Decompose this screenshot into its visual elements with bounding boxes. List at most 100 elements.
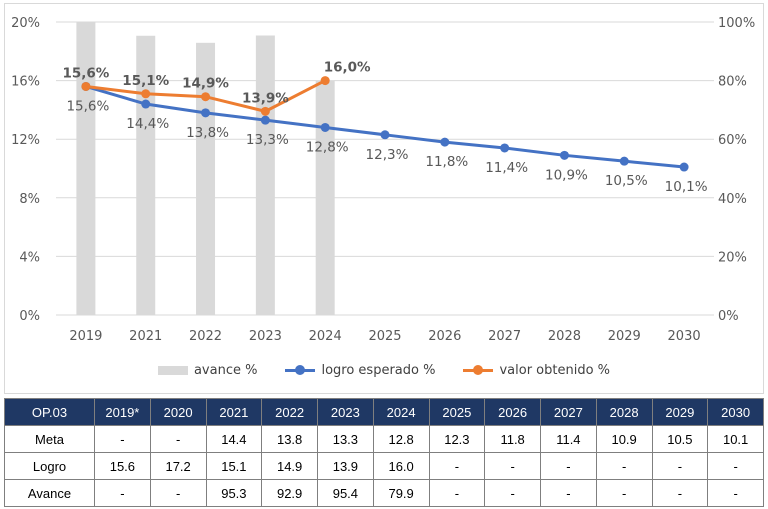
point-valor-obtenido <box>260 106 270 116</box>
table-cell: 14.4 <box>205 425 263 453</box>
table-cell: 14.9 <box>261 452 318 480</box>
point-logro-esperado <box>679 162 689 172</box>
combo-chart: 0% 4% 8% 12% 16% 20% 0% 20% 40% 60% 80% 100% 2019 202… <box>11 16 755 344</box>
table-cell: 15.6 <box>94 452 151 480</box>
table-cell: 17.2 <box>149 452 207 480</box>
bar-avance <box>315 80 335 315</box>
data-table: OP.03 2019* 2020 2021 2022 2023 2024 2025 2026 20… <box>4 398 764 507</box>
data-label-logro-esperado: 15,6% <box>66 98 109 114</box>
point-logro-esperado <box>320 122 330 132</box>
data-label-logro-esperado: 14,4% <box>126 116 169 132</box>
table-cell: - <box>94 425 151 453</box>
data-label-logro-esperado: 10,1% <box>665 179 708 195</box>
y-left-tick-label: 12% <box>11 133 40 148</box>
point-valor-obtenido <box>201 92 211 102</box>
data-label-logro-esperado: 10,9% <box>545 167 588 183</box>
point-logro-esperado <box>500 143 510 153</box>
y-right-tick-label: 60% <box>718 133 747 148</box>
legend-swatch-bar <box>157 365 188 375</box>
y-right-tick-label: 0% <box>718 309 739 324</box>
table-header-cell: 2025 <box>428 398 486 426</box>
table-header-cell: 2028 <box>595 398 653 426</box>
table-row: Meta - -14.4 13.8 13.3 12.8 12.3 11.8 11.4 10.9 10… <box>4 425 764 453</box>
data-label-logro-esperado: 13,8% <box>186 125 229 141</box>
table-header-cell: 2026 <box>484 398 541 426</box>
y-left-tick-label: 0% <box>19 309 40 324</box>
table-header-cell: 2023 <box>317 398 374 426</box>
data-label-logro-esperado: 11,4% <box>485 160 528 176</box>
table-header-cell: 2020 <box>149 398 207 426</box>
x-tick-label: 2026 <box>428 329 461 344</box>
point-logro-esperado <box>201 108 211 118</box>
table-header-row: OP.03 2019* 2020 2021 2022 2023 2024 2025 2026 20… <box>4 398 764 426</box>
data-label-valor-obtenido: 14,9% <box>182 76 229 92</box>
x-tick-label: 2023 <box>249 329 282 344</box>
chart-frame <box>4 3 764 394</box>
table-cell: 11.8 <box>484 425 541 453</box>
table-cell: - <box>149 425 207 453</box>
point-valor-obtenido <box>320 76 330 86</box>
table-cell: 10.1 <box>707 425 764 453</box>
table-cell: 12.8 <box>372 425 430 453</box>
data-label-valor-obtenido: 13,9% <box>242 90 289 106</box>
table-cell: 13.3 <box>317 425 374 453</box>
table-header-cell: 2024 <box>372 398 430 426</box>
table-header-cell: 2029 <box>651 398 709 426</box>
x-tick-label: 2025 <box>368 329 401 344</box>
table-cell: - <box>94 479 151 507</box>
point-logro-esperado <box>141 99 151 109</box>
table-cell: 11.4 <box>540 425 597 453</box>
data-label-valor-obtenido: 16,0% <box>324 60 371 76</box>
x-tick-label: 2027 <box>488 329 521 344</box>
table-row: Logro 15.6 17.2 15.1 14.9 13.9 16.0- - - - - - <box>4 452 764 480</box>
table-header-cell: 2027 <box>540 398 597 426</box>
table-header-cell: 2030 <box>707 398 764 426</box>
legend-swatch-expected <box>285 364 316 375</box>
x-tick-label: 2021 <box>129 329 162 344</box>
bar-avance <box>255 35 275 316</box>
table-cell: 10.9 <box>595 425 653 453</box>
bar-avance <box>76 22 96 315</box>
table-cell: - <box>707 479 764 507</box>
data-label-valor-obtenido: 15,6% <box>62 65 109 81</box>
point-logro-esperado <box>260 115 270 125</box>
y-left-tick-label: 20% <box>11 16 40 31</box>
table-cell: - <box>428 479 486 507</box>
y-right-tick-label: 40% <box>718 192 747 207</box>
x-tick-label: 2019 <box>69 329 102 344</box>
row-label: Logro <box>4 452 95 480</box>
legend-swatch-obtained <box>463 364 494 375</box>
y-right-tick-label: 100% <box>718 16 755 31</box>
legend-item-valor-obtenido: valor obtenido % <box>463 360 610 380</box>
table-cell: - <box>428 452 486 480</box>
data-label-logro-esperado: 13,3% <box>246 132 289 148</box>
x-tick-label: 2022 <box>189 329 222 344</box>
point-valor-obtenido <box>81 81 91 91</box>
table-header-cell: OP.03 <box>4 398 95 426</box>
table-cell: - <box>484 479 541 507</box>
table-cell: 12.3 <box>428 425 486 453</box>
legend-label: logro esperado % <box>321 362 436 378</box>
point-logro-esperado <box>619 156 629 166</box>
table-cell: 16.0 <box>372 452 430 480</box>
x-tick-label: 2028 <box>548 329 581 344</box>
point-logro-esperado <box>380 130 390 140</box>
data-label-logro-esperado: 11,8% <box>425 154 468 170</box>
legend-label: valor obtenido % <box>499 362 611 378</box>
table-cell: 15.1 <box>205 452 263 480</box>
table-cell: - <box>540 452 597 480</box>
table-header-cell: 2021 <box>205 398 263 426</box>
y-right-tick-label: 80% <box>718 75 747 90</box>
x-tick-label: 2029 <box>608 329 641 344</box>
table-cell: 10.5 <box>651 425 709 453</box>
table-cell: - <box>484 452 541 480</box>
table-header-cell: 2019* <box>94 398 151 426</box>
table-cell: - <box>651 479 709 507</box>
data-label-logro-esperado: 12,3% <box>366 147 409 163</box>
y-right-tick-label: 20% <box>718 250 747 265</box>
table-header-cell: 2022 <box>261 398 318 426</box>
table-cell: 13.9 <box>317 452 374 480</box>
table-cell: 92.9 <box>261 479 318 507</box>
row-label: Meta <box>4 425 95 453</box>
point-valor-obtenido <box>141 89 151 99</box>
